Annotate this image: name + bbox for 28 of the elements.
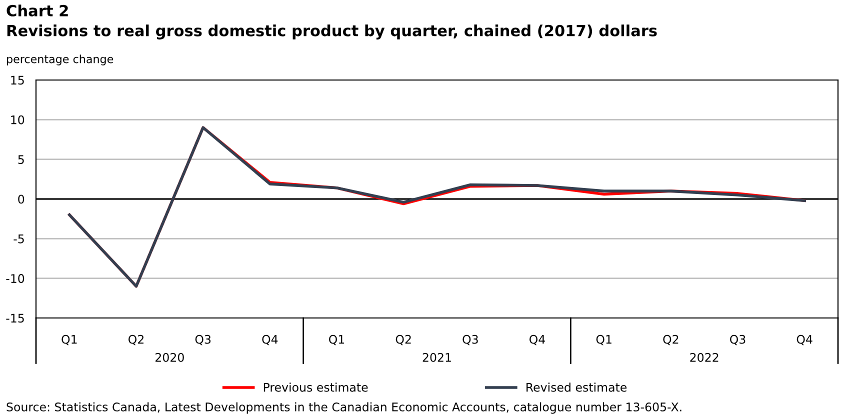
y-tick-label: -10 [6,274,24,283]
text: 2020 [156,352,184,362]
x-tick-label: Q3 [462,334,478,346]
text: 2022 [690,352,718,362]
x-tick-label: Q3 [730,334,746,346]
legend-label: Revised estimate [526,382,627,392]
source-note: Source: Statistics Canada, Latest Developments in the Canadian Economic Accounts, catalogue number 13-605-X. [6,402,682,414]
x-tick-label: Q2 [396,334,411,346]
x-tick-label: Q2 [663,334,678,346]
x-tick-label: Q1 [596,334,612,346]
x-tick-label: Q4 [262,334,278,346]
x-tick-label: Q4 [530,334,545,346]
x-tick-label: Q3 [195,334,211,346]
x-tick-label: Q1 [62,334,77,346]
y-tick-label: -15 [6,314,24,323]
y-tick-label: 0 [18,194,24,204]
legend-label: Previous estimate [264,382,368,392]
y-axis-title: percentage change [7,54,114,66]
y-tick-label: 10 [11,115,24,124]
chart-subtitle: Revisions to real gross domestic product by quarter, chained (2017) dollars [7,24,657,40]
y-tick-label: 15 [11,76,24,85]
y-tick-label: 5 [18,155,24,164]
x-tick-label: Q2 [128,334,144,346]
chart-title: Chart 2 [6,4,68,16]
x-tick-label: Q4 [796,334,812,346]
text: 2021 [422,352,451,362]
x-tick-label: Q1 [329,334,344,346]
y-tick-label: -5 [14,234,24,244]
